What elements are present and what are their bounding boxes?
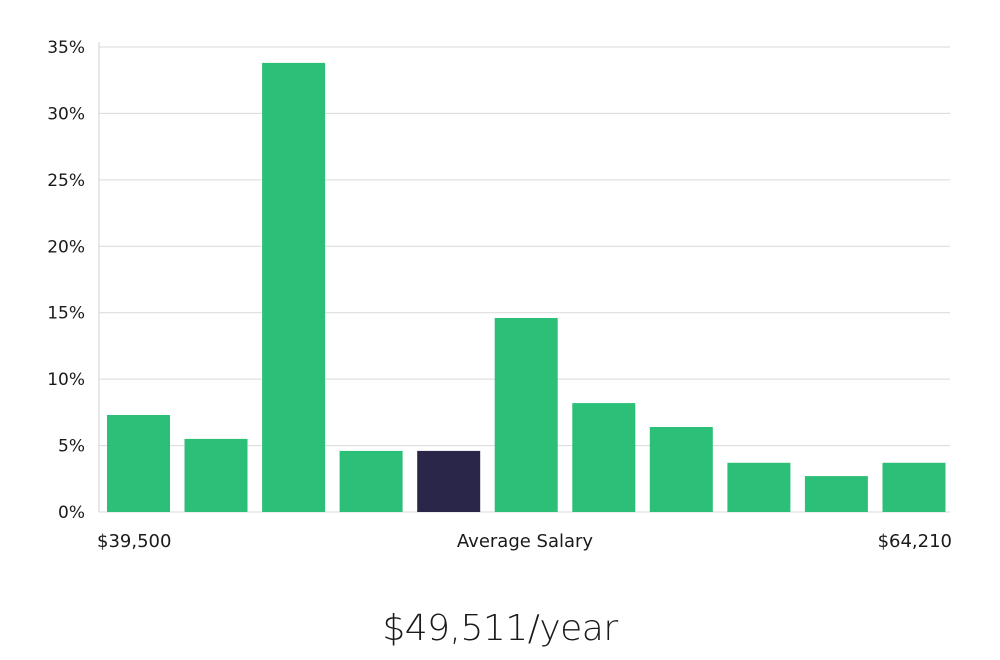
x-max-label: $64,210 xyxy=(878,531,952,552)
x-center-label: Average Salary xyxy=(457,531,594,552)
average-salary-value: $49,511/year xyxy=(382,608,618,649)
y-tick-label: 35% xyxy=(47,38,85,58)
bar xyxy=(262,62,326,513)
bar xyxy=(804,476,868,512)
bar xyxy=(339,450,403,512)
y-axis: 0% 5% 10% 15% 20% 25% 30% 35% xyxy=(47,38,85,523)
bar xyxy=(572,403,636,512)
bar xyxy=(727,462,791,512)
salary-histogram: 0% 5% 10% 15% 20% 25% 30% 35% $39,500 Average S… xyxy=(47,38,952,552)
y-tick-label: 0% xyxy=(58,503,85,523)
bar xyxy=(184,438,248,512)
bar xyxy=(882,462,946,512)
x-min-label: $39,500 xyxy=(97,531,171,552)
y-tick-label: 30% xyxy=(47,104,85,124)
bars xyxy=(107,62,946,513)
y-tick-label: 5% xyxy=(58,437,85,457)
y-tick-label: 15% xyxy=(47,304,85,324)
bar xyxy=(649,427,713,512)
y-tick-label: 20% xyxy=(47,237,85,257)
bar xyxy=(494,318,558,512)
bar-highlighted xyxy=(417,450,481,512)
y-tick-label: 10% xyxy=(47,370,85,390)
bar xyxy=(107,415,170,512)
y-tick-label: 25% xyxy=(47,171,85,191)
